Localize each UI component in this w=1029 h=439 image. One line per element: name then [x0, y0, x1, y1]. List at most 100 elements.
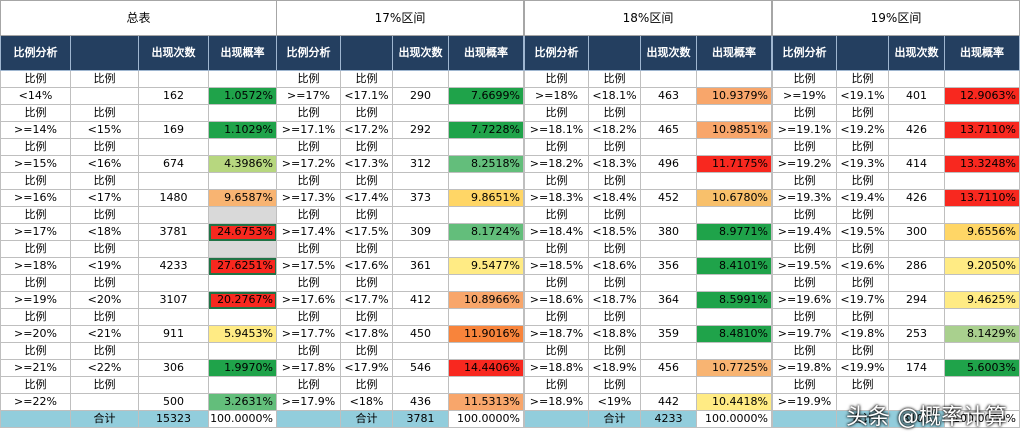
ratio-label[interactable]: 比例	[836, 342, 889, 360]
ratio-label[interactable]: 比例	[70, 172, 139, 190]
prob-value[interactable]: 7.7228%	[448, 121, 524, 139]
cell-empty[interactable]	[448, 342, 524, 360]
range-upper[interactable]: <17.9%	[340, 359, 393, 377]
ratio-label[interactable]: 比例	[340, 274, 393, 292]
range-upper[interactable]: <17%	[70, 189, 139, 207]
range-lower[interactable]: >=19.6%	[772, 291, 837, 309]
ratio-label[interactable]: 比例	[0, 376, 71, 394]
cell-empty[interactable]	[888, 172, 945, 190]
range-lower[interactable]: >=19.2%	[772, 155, 837, 173]
count-value[interactable]: 450	[392, 325, 449, 343]
range-lower[interactable]: >=19.9%	[772, 393, 837, 411]
ratio-label[interactable]: 比例	[340, 308, 393, 326]
prob-value[interactable]: 5.6003%	[944, 359, 1020, 377]
count-value[interactable]: 356	[640, 257, 697, 275]
ratio-label[interactable]: 比例	[836, 206, 889, 224]
prob-value[interactable]: 11.7175%	[696, 155, 772, 173]
ratio-label[interactable]: 比例	[70, 376, 139, 394]
range-upper[interactable]: <18%	[70, 223, 139, 241]
cell-empty[interactable]	[696, 308, 772, 326]
ratio-label[interactable]: 比例	[0, 70, 71, 88]
prob-value[interactable]: 1.1029%	[207, 121, 278, 139]
range-upper[interactable]: <18%	[340, 393, 393, 411]
ratio-label[interactable]: 比例	[772, 206, 837, 224]
total-prob[interactable]: 100.0000%	[448, 410, 524, 428]
prob-value[interactable]: 1.0572%	[207, 87, 278, 105]
ratio-label[interactable]: 比例	[276, 104, 341, 122]
range-lower[interactable]: >=18.6%	[524, 291, 589, 309]
prob-value[interactable]: 1.9970%	[207, 359, 278, 377]
range-upper[interactable]: <18.3%	[588, 155, 641, 173]
range-upper[interactable]: <20%	[70, 291, 139, 309]
cell-empty[interactable]	[640, 70, 697, 88]
range-upper[interactable]: <19%	[70, 257, 139, 275]
count-value[interactable]: 3781	[138, 223, 209, 241]
count-value[interactable]: 300	[888, 223, 945, 241]
cell-empty[interactable]	[640, 138, 697, 156]
ratio-label[interactable]: 比例	[340, 104, 393, 122]
prob-value[interactable]: 14.4406%	[448, 359, 524, 377]
prob-value[interactable]: 9.4625%	[944, 291, 1020, 309]
cell-empty[interactable]	[696, 70, 772, 88]
range-lower[interactable]: >=18.2%	[524, 155, 589, 173]
ratio-label[interactable]: 比例	[772, 70, 837, 88]
cell-empty[interactable]	[392, 376, 449, 394]
count-value[interactable]: 426	[888, 189, 945, 207]
header-count[interactable]: 出现次数	[888, 35, 945, 71]
cell-empty[interactable]	[138, 376, 209, 394]
cell-empty[interactable]	[138, 70, 209, 88]
header-blank[interactable]	[70, 35, 139, 71]
ratio-label[interactable]: 比例	[588, 172, 641, 190]
cell-empty[interactable]	[944, 172, 1020, 190]
header-analysis[interactable]: 比例分析	[772, 35, 837, 71]
range-upper[interactable]: <19.2%	[836, 121, 889, 139]
ratio-label[interactable]: 比例	[524, 274, 589, 292]
cell-empty[interactable]	[448, 274, 524, 292]
count-value[interactable]: 452	[640, 189, 697, 207]
ratio-label[interactable]: 比例	[588, 274, 641, 292]
range-upper[interactable]: <19.7%	[836, 291, 889, 309]
range-lower[interactable]: >=17.4%	[276, 223, 341, 241]
range-lower[interactable]: >=19.1%	[772, 121, 837, 139]
range-upper[interactable]: <18.9%	[588, 359, 641, 377]
cell-empty[interactable]	[448, 138, 524, 156]
cell-empty[interactable]	[392, 172, 449, 190]
count-value[interactable]: 4233	[138, 257, 209, 275]
count-value[interactable]: 359	[640, 325, 697, 343]
cell-empty[interactable]	[448, 70, 524, 88]
range-upper[interactable]: <15%	[70, 121, 139, 139]
cell-empty[interactable]	[640, 342, 697, 360]
ratio-label[interactable]: 比例	[70, 70, 139, 88]
cell-empty[interactable]	[392, 70, 449, 88]
ratio-label[interactable]: 比例	[276, 308, 341, 326]
ratio-label[interactable]: 比例	[772, 274, 837, 292]
total-label[interactable]: 合计	[70, 410, 139, 428]
ratio-label[interactable]: 比例	[340, 70, 393, 88]
cell-empty[interactable]	[944, 138, 1020, 156]
cell-empty[interactable]	[640, 376, 697, 394]
cell-empty[interactable]	[138, 274, 209, 292]
prob-value[interactable]: 9.6556%	[944, 223, 1020, 241]
prob-value[interactable]: 27.6251%	[207, 257, 278, 275]
range-upper[interactable]: <16%	[70, 155, 139, 173]
prob-value[interactable]: 8.1429%	[944, 325, 1020, 343]
range-upper[interactable]: <18.2%	[588, 121, 641, 139]
count-value[interactable]: 312	[392, 155, 449, 173]
range-lower[interactable]: >=19.5%	[772, 257, 837, 275]
prob-value[interactable]: 9.2050%	[944, 257, 1020, 275]
range-lower[interactable]: <14%	[0, 87, 71, 105]
total-blank[interactable]	[0, 410, 71, 428]
cell-empty[interactable]	[640, 308, 697, 326]
cell-empty[interactable]	[448, 376, 524, 394]
count-value[interactable]: 292	[392, 121, 449, 139]
range-lower[interactable]: >=19%	[0, 291, 71, 309]
total-count[interactable]: 3107	[888, 410, 945, 428]
ratio-label[interactable]: 比例	[588, 308, 641, 326]
ratio-label[interactable]: 比例	[588, 206, 641, 224]
header-blank[interactable]	[340, 35, 393, 71]
prob-value[interactable]: 8.4101%	[696, 257, 772, 275]
range-lower[interactable]: >=18.1%	[524, 121, 589, 139]
ratio-label[interactable]: 比例	[588, 342, 641, 360]
total-prob[interactable]: 100.0000%	[944, 410, 1020, 428]
